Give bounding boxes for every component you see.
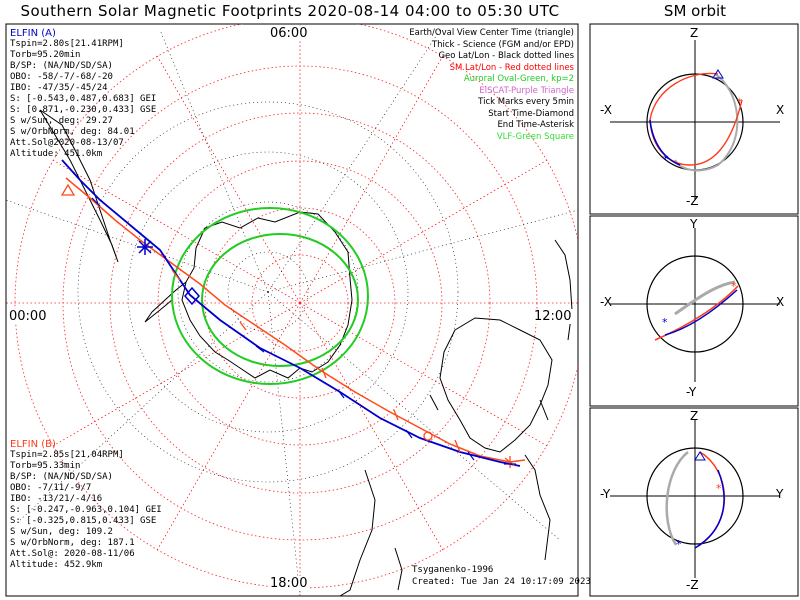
elfin-a-info: ELFIN (A) Tspin=2.80s[21.41RPM] Torb=95.… [10,28,156,160]
elfin-b-line: S: [-0.325,0.815,0.433] GSE [10,516,157,526]
orbit-panel-xz: * * [610,40,780,200]
orbit2-top-label: Y [690,217,698,231]
orbit2-left-label: -X [600,295,612,309]
orbit-frame-xy [589,215,799,407]
legend-item: Earth/Oval View Center Time (triangle) [409,28,574,38]
elfin-b-line: S w/OrbNorm, deg: 187.1 [10,538,135,548]
elfin-a-line: S: [-0.543,0.487,0.683] GEI [10,94,157,104]
legend: Earth/Oval View Center Time (triangle) T… [409,28,574,143]
legend-item: VLF-Green Square [496,131,574,142]
elfin-b-info: ELFIN (B) Tspin=2.85s[21.04RPM] Torb=95.… [10,439,162,571]
orbit-frame-xz [589,23,799,215]
legend-item: Thick - Science (FGM and/or EPD) [431,39,574,50]
elfin-b-name: ELFIN (B) [10,439,56,450]
elfin-a-line: S: [0.871,-0.230,0.433] GSE [10,105,157,115]
map-frame [5,23,579,597]
legend-item: End Time-Asterisk [497,120,574,130]
elfin-a-track [61,159,521,467]
model-label: Tsyganenko-1996 [412,565,494,575]
clock-label-left: 00:00 [7,309,49,324]
elfin-a-line: IBO: -47/35/-45/24 [10,83,108,93]
svg-text:*: * [663,153,669,166]
elfin-a-line: Tspin=2.80s[21.41RPM] [10,39,124,49]
orbit-panel-xy: * * [610,228,780,382]
orbit1-top-label: Z [690,26,699,40]
svg-text:*: * [662,316,668,329]
svg-text:*: * [676,538,682,551]
elfin-a-line: Altitude: 451.0km [10,149,103,159]
orbit2-bottom-label: -Y [686,385,697,399]
australia-coastline [439,317,553,453]
orbit-panel-yz: * * [610,420,780,578]
elfin-b-line: Tspin=2.85s[21.04RPM] [10,450,124,460]
antarctic-peninsula [144,281,187,323]
elfin-b-line: Torb=95.33min [10,461,81,471]
elfin-b-line: S: [-0.247,-0.963,0.104] GEI [10,505,162,515]
legend-item: Tick Marks every 5min [478,97,574,107]
elfin-a-name: ELFIN (A) [10,28,56,39]
elfin-b-markers [60,183,516,468]
clock-label-right: 12:00 [532,309,574,324]
svg-text:*: * [731,280,737,293]
elfin-a-line: B/SP: (NA/ND/SD/SA) [10,61,113,71]
clock-label-top: 06:00 [268,26,310,41]
legend-item: Geo Lat/Lon - Black dotted lines [438,51,574,61]
orbit3-left-label: -Y [600,487,611,501]
elfin-a-end-asterisk [137,239,153,255]
elfin-a-line: S w/Sun, deg: 29.27 [10,116,113,126]
page-title: Southern Solar Magnetic Footprints 2020-… [20,2,560,20]
elfin-a-start-diamond [184,286,200,306]
svg-text:*: * [737,96,743,109]
elfin-b-line: IBO: -13/21/-4/16 [10,494,103,504]
antarctica-coastline [181,211,353,379]
orbit3-top-label: Z [690,409,699,423]
orbit1-right-label: X [776,103,785,117]
sm-longitude-grid [6,24,578,596]
elfin-b-line: Att.Sol@: 2020-08-11/06 [10,549,135,559]
elfin-a-line: Att.Sol@2020-08-13/07 [10,138,124,148]
orbit-frame-yz [589,407,799,597]
svg-text:*: * [716,482,722,495]
auroral-oval [171,207,369,385]
legend-item: EISCAT-Purple Triangle [479,85,574,96]
elfin-a-line: OBO: -58/-7/-68/-20 [10,72,113,82]
created-label: Created: Tue Jan 24 10:17:09 2023 [412,577,591,587]
orbit3-bottom-label: -Z [686,578,699,592]
elfin-a-ticks [91,197,475,461]
legend-item: Start Time-Diamond [488,108,574,119]
orbit3-right-label: Y [776,487,784,501]
south-america-coastline [39,109,119,263]
orbit2-right-label: X [776,295,785,309]
orbit-title: SM orbit [663,2,727,20]
africa-coastline [339,469,403,596]
elfin-b-line: S w/Sun, deg: 109.2 [10,527,113,537]
orbit1-bottom-label: -Z [686,194,699,208]
clock-label-bottom: 18:00 [268,576,310,591]
elfin-b-track [65,177,526,463]
elfin-a-line: S w/OrbNorm, deg: 84.01 [10,127,135,137]
elfin-b-line: B/SP: (NA/ND/SD/SA) [10,472,113,482]
elfin-b-line: Altitude: 452.9km [10,560,103,570]
orbit1-left-label: -X [600,103,612,117]
elfin-a-line: Torb=95.20min [10,50,81,60]
legend-item: SM Lat/Lon - Red dotted lines [449,62,574,73]
elfin-b-line: OBO: -7/11/-9/7 [10,483,92,493]
islands [429,239,573,561]
legend-item: Auroral Oval-Green, kp=2 [463,74,574,84]
